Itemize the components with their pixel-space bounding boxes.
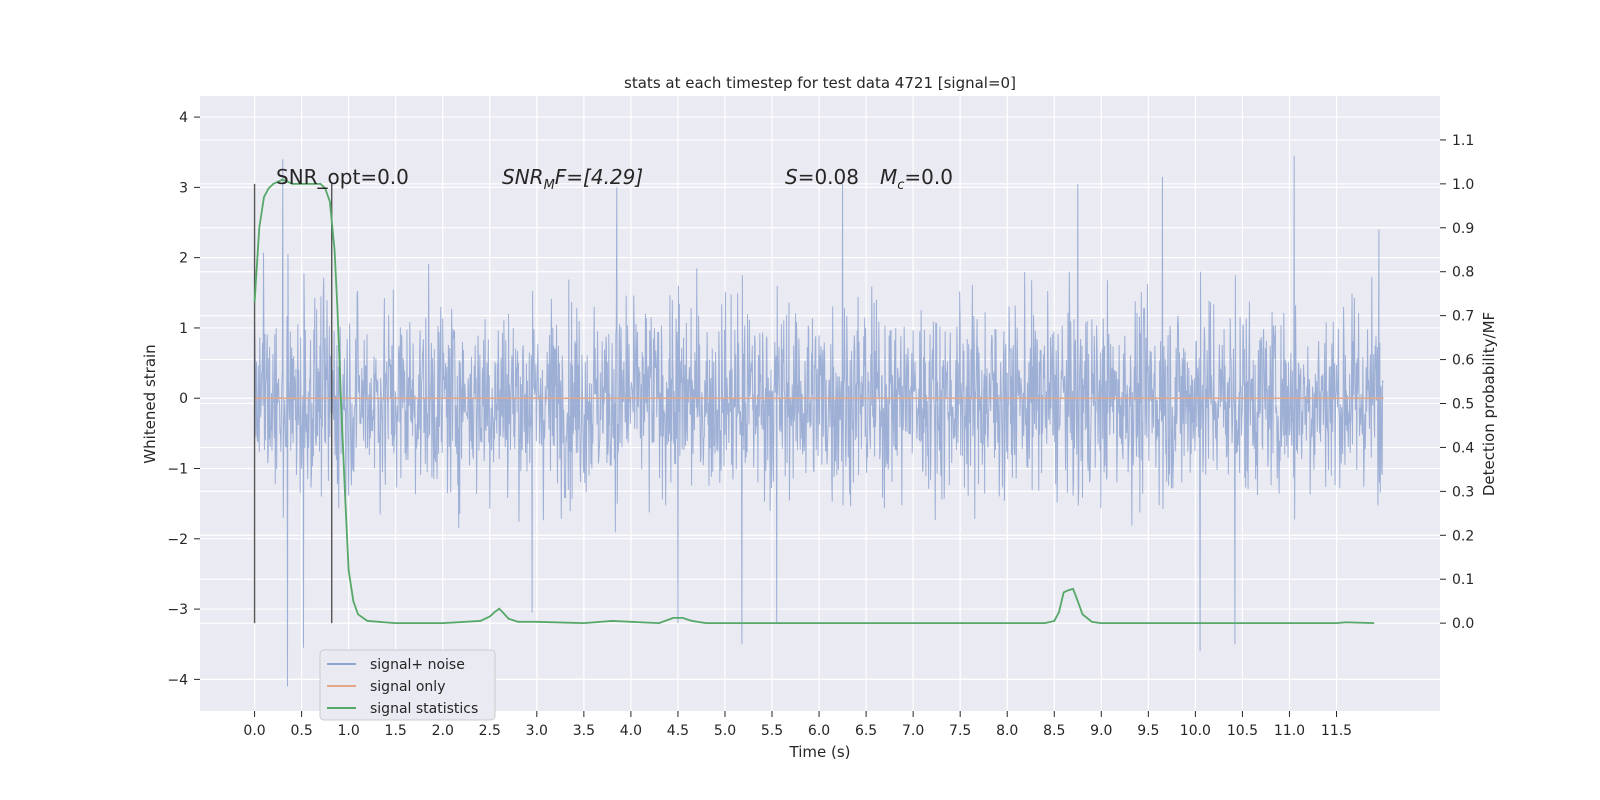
x-tick-label: 0.0 <box>243 723 265 739</box>
y-tick-labels: 4 3 2 1 0 −1 −2 −3 −4 <box>167 110 200 688</box>
x-tick-label: 0.5 <box>290 723 312 739</box>
y2-tick-labels: 1.1 1.0 0.9 0.8 0.7 0.6 0.5 0.4 0.3 0.2 0.1 0.0 <box>1440 133 1474 632</box>
y-tick-label: 4 <box>179 110 188 126</box>
annotation-mc-symbol: M <box>880 165 897 189</box>
signal-noise-line <box>254 155 1384 687</box>
y-axis-label: Whitened strain <box>141 344 159 463</box>
chart-title: stats at each timestep for test data 472… <box>624 74 1016 92</box>
x-tick-label: 9.5 <box>1137 723 1159 739</box>
y2-tick-label: 0.4 <box>1452 440 1474 456</box>
y-tick-label: 0 <box>179 391 188 407</box>
y2-tick-label: 0.9 <box>1452 221 1474 237</box>
x-tick-label: 9.0 <box>1090 723 1112 739</box>
x-tick-label: 3.0 <box>526 723 548 739</box>
y2-tick-label: 0.1 <box>1452 572 1474 588</box>
y-tick-label: −2 <box>167 532 188 548</box>
annotation-mc-value: =0.0 <box>904 165 953 189</box>
y2-tick-label: 1.0 <box>1452 177 1474 193</box>
y2-axis-label: Detection probability/MF <box>1480 312 1498 496</box>
x-tick-label: 2.0 <box>432 723 454 739</box>
y-tick-label: −3 <box>167 602 188 618</box>
x-tick-label: 1.5 <box>385 723 407 739</box>
annotation-s-value: =0.08 <box>798 165 859 189</box>
y2-tick-label: 0.0 <box>1452 616 1474 632</box>
x-tick-label: 7.0 <box>902 723 924 739</box>
y2-tick-label: 0.8 <box>1452 265 1474 281</box>
y2-tick-label: 0.2 <box>1452 528 1474 544</box>
annotation-snr-mf: SNRMF=[4.29] <box>502 165 643 193</box>
y-tick-label: −4 <box>167 672 188 688</box>
y-tick-label: −1 <box>167 462 188 478</box>
x-axis-label: Time (s) <box>789 743 851 761</box>
annotation-s: S=0.08 <box>785 165 859 189</box>
y2-tick-label: 0.3 <box>1452 484 1474 500</box>
annotation-snr-mf-value: F=[4.29] <box>555 165 643 189</box>
y2-tick-label: 1.1 <box>1452 133 1474 149</box>
legend-box <box>319 649 496 721</box>
x-tick-label: 2.5 <box>479 723 501 739</box>
x-tick-label: 11.5 <box>1321 723 1352 739</box>
annotation-snr-mf-subscript: M <box>544 178 555 193</box>
y-tick-label: 1 <box>179 321 188 337</box>
x-tick-label: 6.5 <box>855 723 877 739</box>
y2-tick-label: 0.6 <box>1452 353 1474 369</box>
series-signal-noise <box>254 155 1384 687</box>
x-tick-label: 5.5 <box>761 723 783 739</box>
x-tick-label: 6.0 <box>808 723 830 739</box>
x-tick-label: 11.0 <box>1274 723 1305 739</box>
annotation-snr-mf-symbol: SNR <box>502 165 544 189</box>
legend: signal+ noise signal only signal statist… <box>319 649 496 721</box>
y2-tick-label: 0.5 <box>1452 397 1474 413</box>
legend-label-signal-only: signal only <box>370 679 445 695</box>
annotation-mc-subscript: c <box>897 178 904 193</box>
x-tick-label: 1.0 <box>338 723 360 739</box>
annotations: SNR_opt=0.0 SNRMF=[4.29] S=0.08 Mc=0.0 <box>276 165 953 193</box>
annotation-mc: Mc=0.0 <box>880 165 953 193</box>
x-tick-label: 5.0 <box>714 723 736 739</box>
x-tick-label: 4.0 <box>620 723 642 739</box>
y-tick-label: 3 <box>179 180 188 196</box>
vertical-markers <box>253 183 333 624</box>
x-tick-label: 10.5 <box>1227 723 1258 739</box>
x-tick-label: 8.5 <box>1043 723 1065 739</box>
y-tick-label: 2 <box>179 251 188 267</box>
x-tick-label: 8.0 <box>996 723 1018 739</box>
y2-tick-label: 0.7 <box>1452 309 1474 325</box>
x-tick-label: 4.5 <box>667 723 689 739</box>
signal-statistics-line <box>253 178 1375 625</box>
series-signal-statistics <box>253 178 1375 625</box>
x-tick-labels: 0.0 0.5 1.0 1.5 2.0 2.5 3.0 3.5 4.0 4.5 5.0 5.5 6.0 6… <box>243 711 1352 739</box>
x-tick-label: 7.5 <box>949 723 971 739</box>
annotation-snr-opt: SNR_opt=0.0 <box>276 165 409 189</box>
x-tick-label: 10.0 <box>1180 723 1211 739</box>
annotation-s-symbol: S <box>785 165 798 189</box>
legend-label-signal-statistics: signal statistics <box>370 701 478 717</box>
legend-label-signal-noise: signal+ noise <box>370 657 465 673</box>
x-tick-label: 3.5 <box>573 723 595 739</box>
